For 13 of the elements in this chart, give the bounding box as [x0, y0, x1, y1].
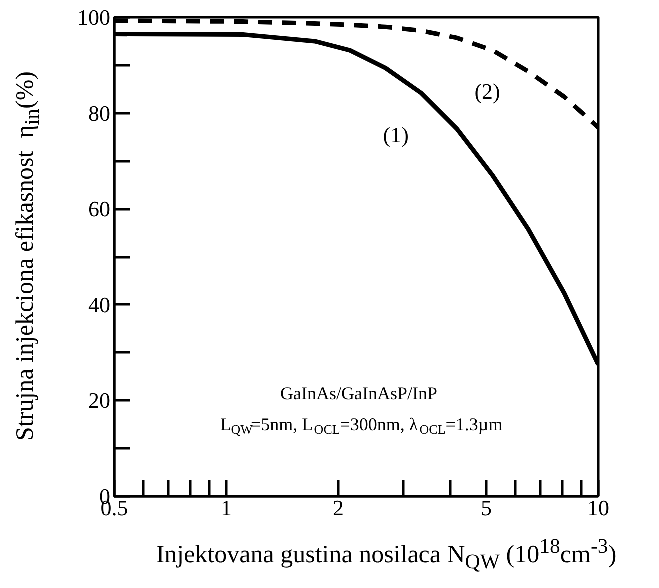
annotation: (1): [383, 122, 409, 148]
y-tick-label: 80: [88, 100, 110, 126]
y-tick-label: 40: [88, 292, 110, 318]
x-tick-label: 5: [481, 496, 492, 520]
y-tick-label: 20: [88, 388, 110, 414]
x-tick-label: 1: [220, 496, 232, 520]
y-tick-label: 100: [78, 5, 110, 30]
y-tick-label: 60: [88, 196, 110, 222]
x-tick-label: 2: [332, 496, 344, 520]
annotation: (2): [474, 78, 500, 104]
annotation: GaInAs/GaInAsP/InP: [280, 384, 438, 404]
x-tick-label: 10: [588, 496, 610, 520]
x-axis-title: Injektovana gustina nosilaca N$_{QW}$ (10$^{18}$cm$^{-3}$): [155, 533, 618, 576]
